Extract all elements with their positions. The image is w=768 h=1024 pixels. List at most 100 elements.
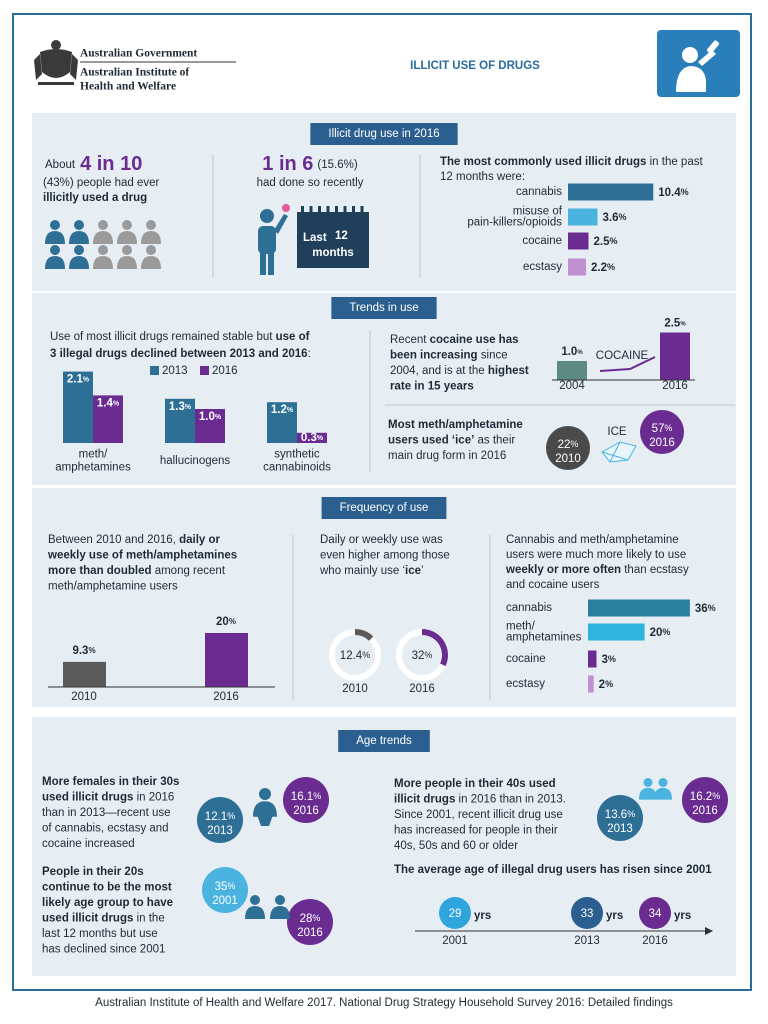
value: 28 (300, 913, 313, 925)
year-label: 2016 (213, 691, 239, 703)
paragraph-line: The average age of illegal drug users ha… (394, 864, 712, 876)
value: 3.6 (603, 212, 619, 224)
category-label: hallucinogens (160, 455, 231, 467)
text: 2004, and is at the (390, 365, 488, 377)
person-icon (275, 895, 285, 905)
person-icon (50, 220, 60, 230)
text: (43%) people had ever (43, 177, 160, 189)
value-label: 16.1% (291, 791, 321, 803)
year-label: 2010 (71, 691, 97, 703)
text: in the (133, 913, 164, 925)
panel (32, 717, 736, 976)
text: About (45, 159, 76, 171)
unit: % (664, 423, 672, 433)
badge (640, 410, 684, 454)
value: 2.2 (591, 262, 607, 274)
person-icon (122, 245, 132, 255)
badge (283, 777, 329, 823)
bold-text: use of (276, 331, 310, 343)
year-label: 2016 (692, 805, 718, 817)
bold-text: more than doubled (48, 565, 152, 577)
unit-label: yrs (606, 910, 623, 922)
bar (93, 395, 123, 443)
category-label: ecstasy (506, 678, 545, 690)
paragraph-line: who mainly use ‘ice’ (319, 565, 424, 577)
bold-text: illicitly used a drug (43, 192, 147, 204)
bar (165, 398, 195, 443)
org-name: Australian Government (80, 48, 197, 60)
value-label: 3.6% (603, 212, 627, 224)
section-heading: Frequency of use (340, 502, 429, 514)
unit: % (424, 650, 432, 660)
paragraph-line: 2004, and is at the highest (390, 365, 529, 377)
person-icon (50, 245, 60, 255)
bar (588, 675, 594, 693)
footer: Australian Institute of Health and Welfa… (95, 997, 673, 1009)
legend-label: 2013 (162, 365, 188, 377)
category-label: amphetamines (55, 462, 131, 474)
value-label: 3% (601, 654, 615, 666)
calendar-ring (352, 206, 355, 216)
value: 1.0 (199, 411, 215, 423)
bold-text: 3 illegal drugs declined between 2013 an… (50, 348, 308, 360)
text: than ecstasy (621, 564, 689, 576)
page-title: ILLICIT USE OF DRUGS (410, 60, 540, 72)
person-icon (122, 220, 132, 230)
bar (568, 208, 598, 226)
category-label: ecstasy (523, 261, 562, 273)
bar (267, 402, 297, 443)
value: 2 (599, 679, 605, 691)
text: meth/amphetamine users (48, 581, 178, 593)
bar (63, 371, 93, 443)
year-label: 2016 (293, 805, 319, 817)
unit: % (607, 262, 615, 272)
unit: % (577, 350, 583, 356)
lead-text: 1 in 6 (15.6%) (262, 153, 358, 175)
unit: % (227, 811, 235, 821)
big-stat: 4 in 10 (80, 153, 142, 175)
person-icon (93, 256, 113, 269)
value-label: 20% (216, 616, 236, 628)
org-name: Australian Institute of (80, 67, 189, 79)
person-icon (658, 778, 668, 787)
calendar-ring (309, 206, 313, 216)
paragraph-line: 40s, 50s and 60 or older (394, 840, 518, 852)
value-label: 22% (558, 439, 579, 451)
bar (205, 633, 248, 687)
value-label: 13.6% (605, 809, 635, 821)
paragraph-line: Between 2010 and 2016, daily or (48, 534, 221, 546)
value-label: 20% (650, 627, 671, 639)
bold-text: daily or (179, 534, 220, 546)
calendar-ring (326, 206, 330, 216)
heading-box (310, 123, 458, 145)
person-icon (250, 895, 260, 905)
unit-label: yrs (674, 910, 691, 922)
age-badge (571, 897, 603, 929)
category-label: pain-killers/opioids (467, 217, 562, 229)
org-name: Health and Welfare (80, 81, 176, 93)
annotation: COCAINE (596, 350, 649, 362)
text: Recent (390, 334, 430, 346)
paragraph-line: users used ‘ice’ as their (388, 435, 515, 447)
calendar-ring (318, 206, 321, 216)
bold-text: weekly or more often (505, 564, 621, 576)
value-label: 29 (449, 908, 462, 920)
year-label: 2016 (409, 683, 435, 695)
lead-text: About 4 in 10 (45, 153, 142, 175)
paragraph-line: of cannabis, ecstasy and (42, 823, 169, 835)
paragraph-line: has increased for people in their (394, 825, 558, 837)
person-icon (69, 256, 89, 269)
person-icon (45, 256, 65, 269)
bold-text: used illicit drugs (42, 792, 133, 804)
person-icon (643, 778, 653, 787)
value-label: 35% (215, 881, 236, 893)
value-label: 2.5% (664, 318, 686, 330)
bold-text: continue to be the most (42, 882, 172, 894)
value: 32 (412, 650, 425, 662)
unit: % (362, 650, 370, 660)
paragraph-line: been increasing since (390, 350, 508, 362)
year-label: 2004 (559, 380, 585, 392)
text: main drug form in 2016 (388, 450, 506, 462)
title-icon (657, 30, 740, 97)
